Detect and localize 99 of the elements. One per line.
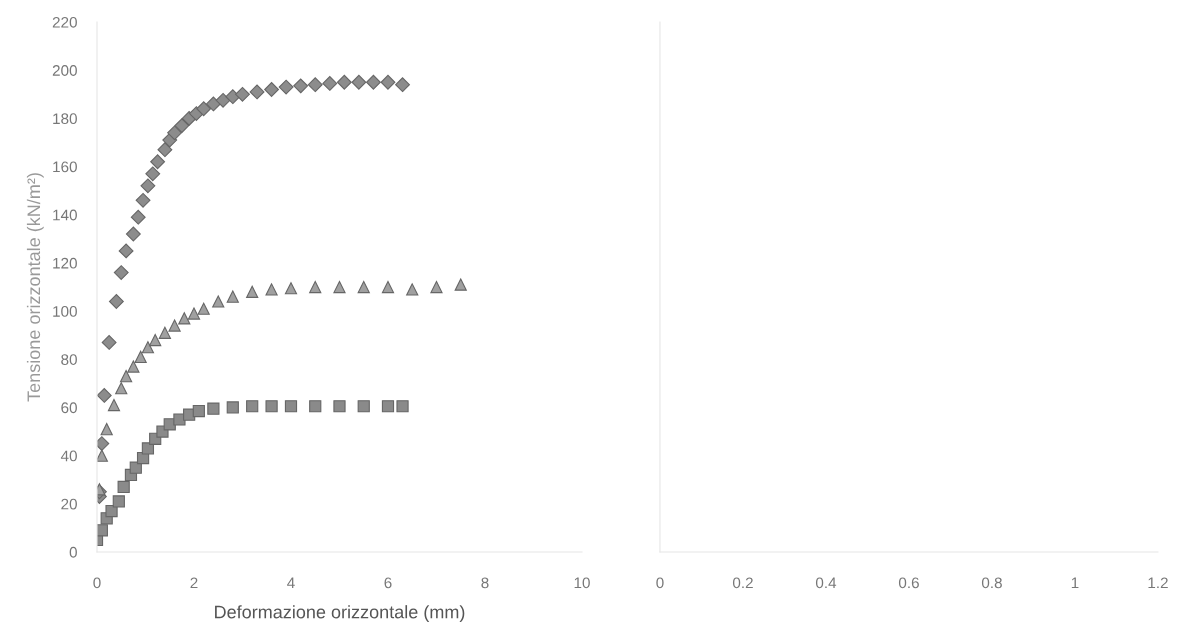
point	[396, 400, 409, 413]
y-tick-label: 140	[53, 209, 77, 221]
point	[187, 307, 201, 320]
x-tick-label: 1	[1071, 577, 1079, 589]
point	[395, 77, 410, 93]
y-tick-label: 60	[61, 402, 77, 414]
point	[97, 524, 108, 537]
point	[357, 400, 370, 413]
point	[212, 295, 225, 308]
point	[108, 294, 124, 309]
point	[333, 400, 346, 413]
point	[141, 442, 155, 455]
x-axis-title: Deformazione orizzontale (mm)	[215, 605, 465, 622]
point	[284, 282, 298, 295]
point	[129, 461, 142, 474]
x-tick-label: 4	[287, 577, 295, 589]
point	[140, 178, 156, 194]
point	[309, 400, 322, 413]
x-tick-label: 0	[93, 577, 101, 589]
point	[235, 86, 250, 102]
point	[178, 312, 191, 325]
y-tick-label: 20	[61, 498, 77, 510]
point	[264, 82, 280, 97]
y-tick-label: 180	[53, 113, 77, 125]
point	[105, 504, 118, 518]
point	[125, 226, 141, 242]
x-tick-label: 8	[481, 577, 489, 589]
point	[150, 154, 166, 170]
point	[430, 280, 443, 294]
point	[333, 280, 346, 294]
point	[265, 400, 278, 413]
point	[167, 125, 183, 141]
point	[112, 495, 125, 508]
y-tick-label: 100	[53, 305, 77, 317]
point	[174, 118, 190, 134]
point	[249, 84, 265, 100]
x-tick-label: 0.2	[732, 577, 753, 589]
point	[307, 77, 323, 93]
point	[366, 74, 381, 90]
point	[284, 400, 298, 413]
point	[145, 166, 161, 182]
y-tick-label: 220	[52, 16, 77, 28]
point	[115, 382, 128, 395]
x-tick-label: 0.8	[981, 577, 1002, 589]
point	[141, 341, 155, 354]
point	[309, 280, 322, 294]
point	[158, 326, 172, 339]
point	[97, 449, 108, 462]
point	[265, 283, 278, 296]
x-tick-label: 0.4	[815, 577, 837, 589]
point	[119, 370, 133, 383]
point	[215, 92, 231, 108]
point	[107, 398, 121, 412]
point	[113, 265, 129, 280]
y-tick-label: 120	[53, 257, 77, 269]
point	[293, 78, 309, 94]
point	[278, 79, 294, 95]
point	[351, 74, 367, 90]
point	[226, 290, 239, 303]
point	[246, 285, 259, 298]
point	[135, 192, 151, 208]
point	[226, 401, 239, 414]
point	[207, 402, 220, 415]
point	[381, 400, 395, 413]
x-tick-label: 10	[574, 577, 590, 589]
point	[127, 360, 140, 373]
y-tick-label: 80	[61, 354, 77, 365]
point	[192, 404, 205, 418]
point	[101, 334, 117, 350]
x-tick-label: 0	[656, 577, 664, 589]
x-tick-label: 6	[384, 577, 392, 589]
point	[130, 209, 146, 225]
point	[118, 243, 134, 259]
y-tick-label: 40	[60, 450, 77, 462]
point	[357, 280, 370, 294]
point	[406, 283, 419, 296]
point	[100, 423, 113, 436]
point	[97, 387, 112, 403]
point	[322, 76, 338, 91]
x-tick-label: 2	[190, 577, 198, 589]
point	[117, 480, 130, 494]
point	[336, 74, 352, 90]
y-tick-label: 200	[52, 65, 77, 76]
point	[246, 400, 259, 413]
y-tick-label: 160	[53, 161, 77, 173]
point	[205, 96, 221, 112]
point	[168, 319, 181, 332]
point	[380, 74, 396, 90]
point	[134, 350, 147, 363]
x-tick-label: 1.2	[1148, 577, 1168, 589]
x-tick-label: 0.6	[898, 577, 919, 589]
point	[197, 302, 210, 315]
y-tick-label: 0	[69, 546, 77, 558]
point	[157, 142, 173, 158]
point	[196, 101, 212, 117]
y-axis-title: Tensione orizzontale (kN/m²)	[26, 173, 44, 402]
point	[149, 333, 162, 347]
point	[454, 278, 467, 291]
point	[381, 280, 395, 294]
